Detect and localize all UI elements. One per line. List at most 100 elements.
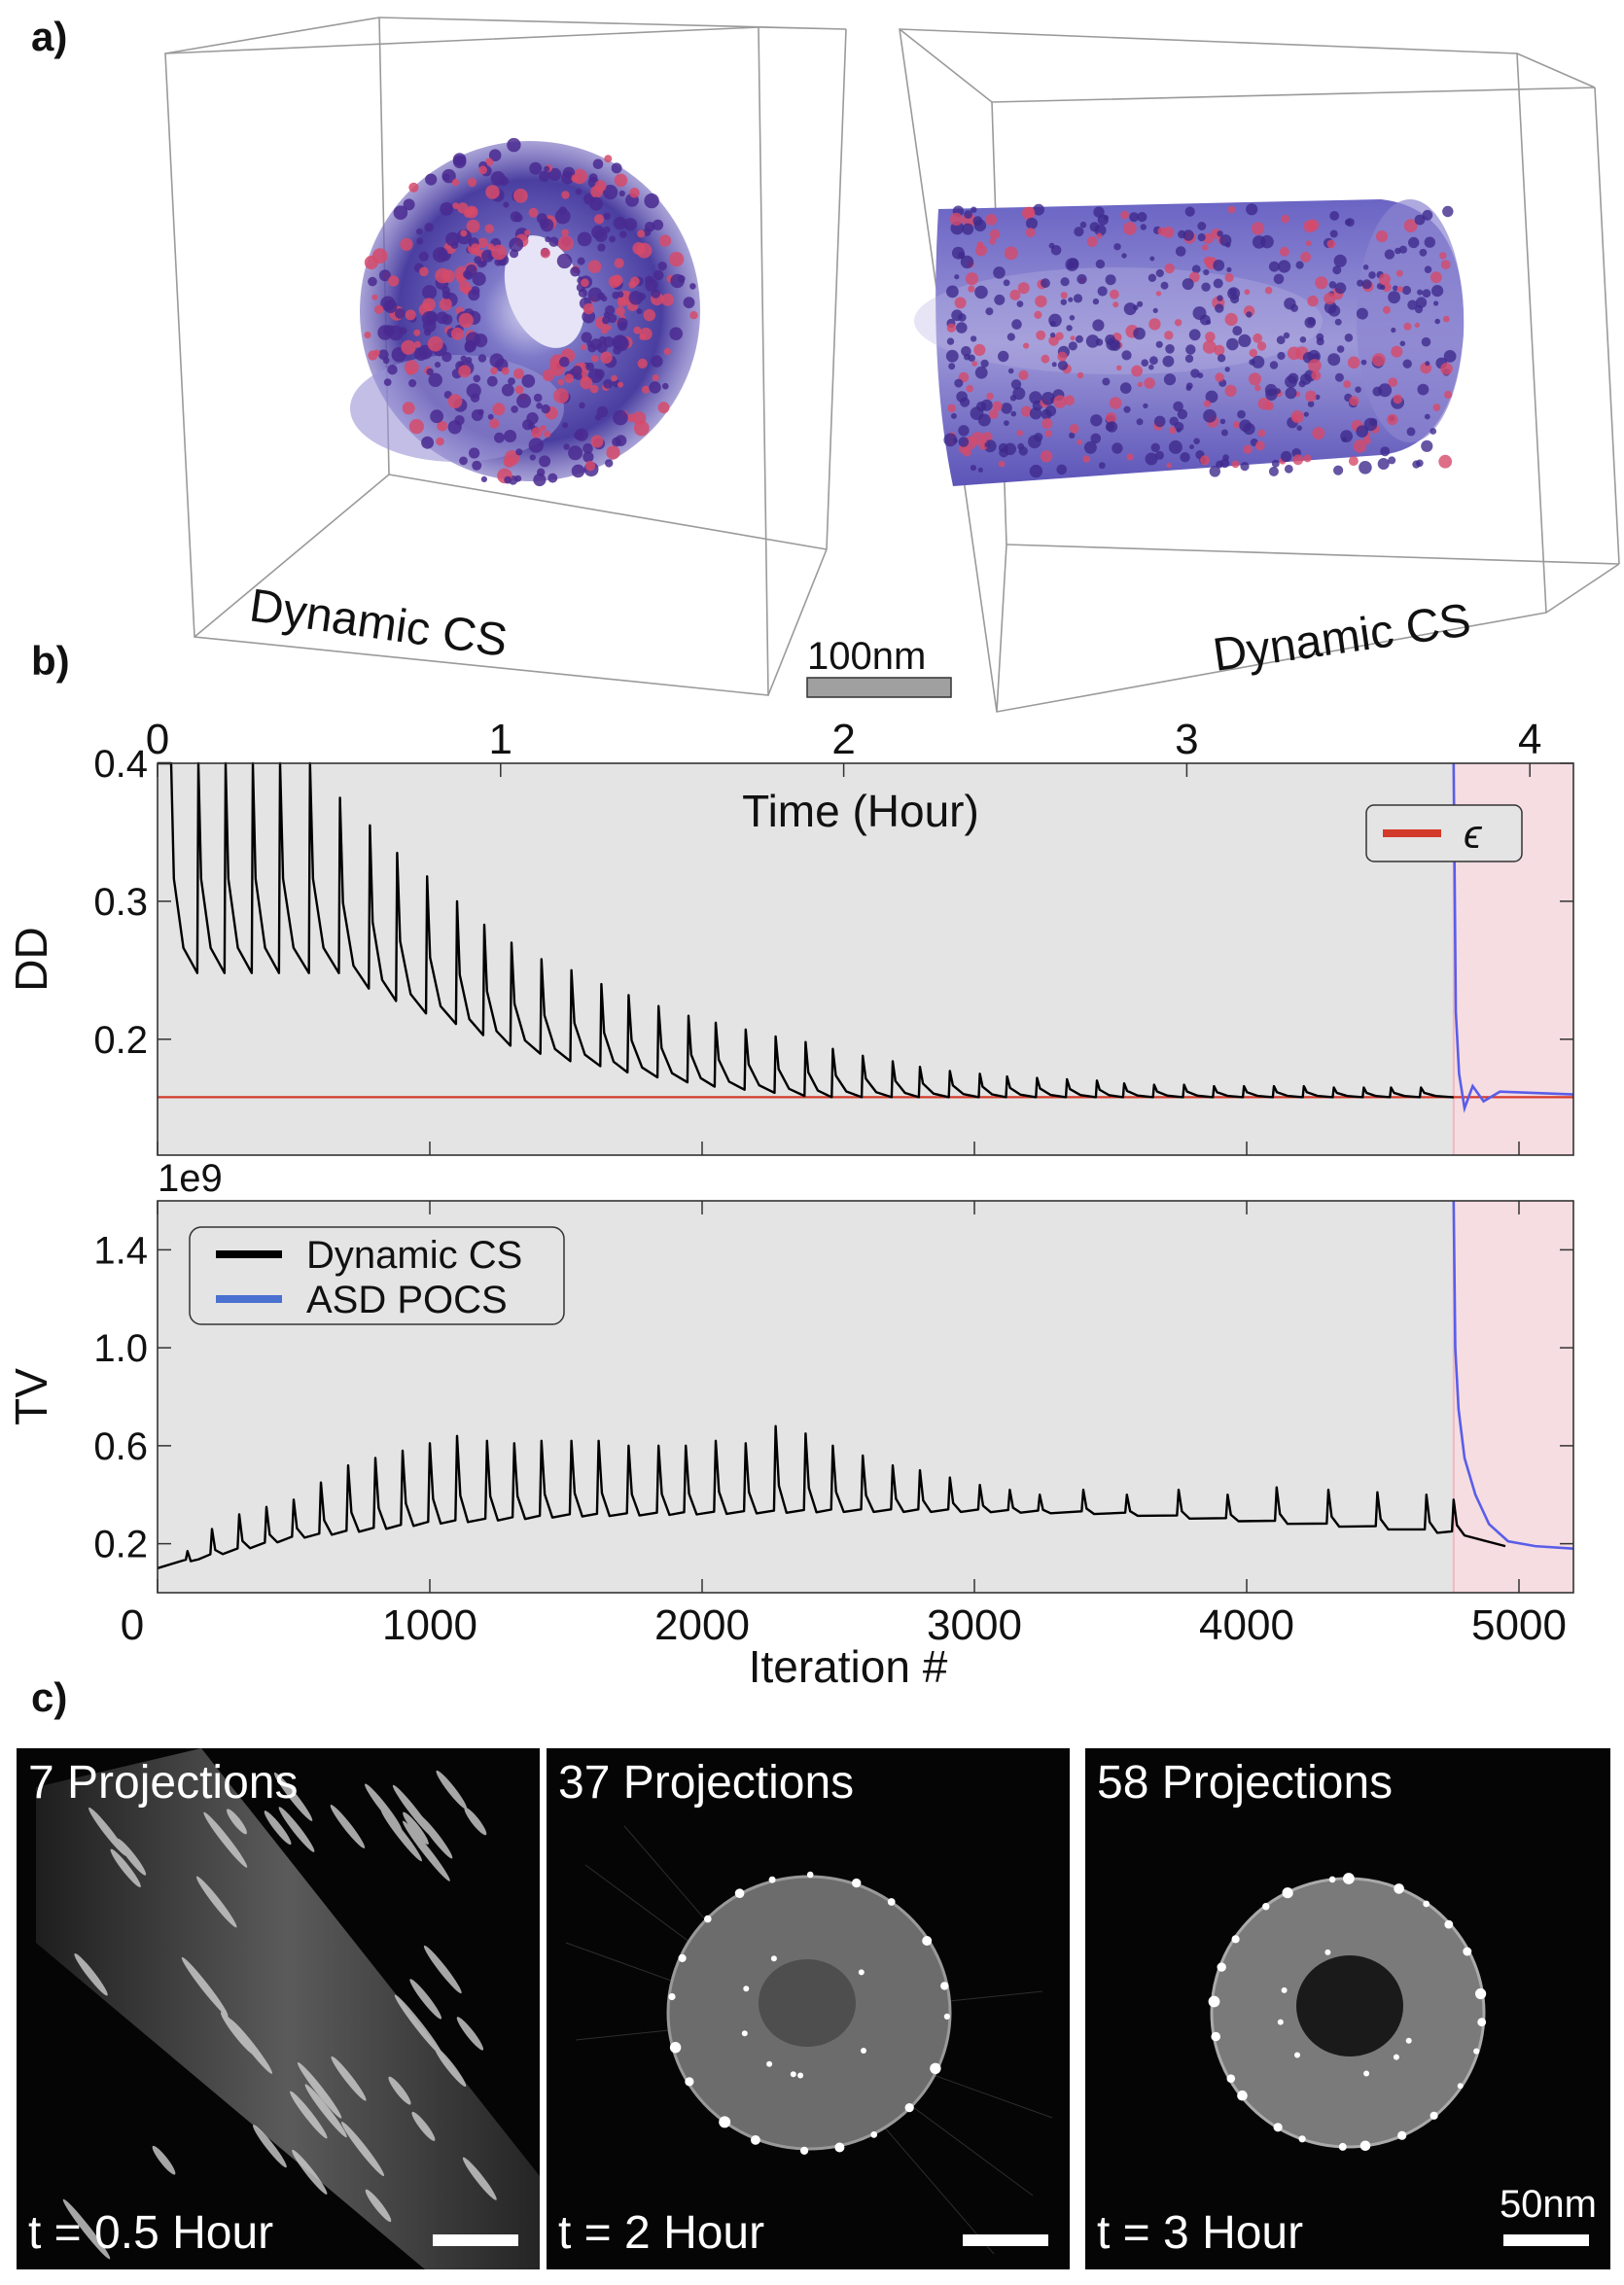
particle [1244,289,1251,296]
particle [553,388,569,404]
particle [594,413,602,421]
particle [432,247,448,263]
particle [460,355,467,362]
streak [292,2149,328,2195]
particle [581,344,587,351]
dd-asd-pocs-line [1452,762,1574,1113]
particle [964,210,972,219]
particle [1162,355,1175,368]
particle [402,402,415,415]
particle [1065,258,1079,271]
particle [1380,284,1386,291]
particle [992,401,1003,411]
particle [1311,370,1322,381]
streak [394,1994,443,2057]
bright-spot [797,2072,804,2079]
particle [1376,230,1389,243]
particle [494,432,505,443]
particle [1257,429,1266,438]
particle [1308,359,1322,372]
particle [1188,329,1201,341]
particle [974,285,988,299]
particle [1388,377,1398,387]
particle [1131,365,1143,377]
particle [1119,382,1132,394]
particle [950,412,957,419]
particle [1044,404,1057,417]
particle [993,266,1006,279]
particle [1214,344,1225,356]
particle [1276,335,1286,345]
particle [965,272,979,286]
particle [594,214,605,225]
particle [424,329,432,336]
particle [1077,371,1084,379]
bright-spot [1328,1876,1336,1883]
particle [544,165,550,172]
bright-spot [734,1888,745,1898]
particle [611,374,618,382]
tv-dynamic-cs-line [157,1424,1506,1569]
particle [643,308,655,322]
streak [117,1838,147,1876]
particle [426,368,434,376]
particle [609,235,616,243]
particle [1332,265,1342,275]
particle [1430,428,1437,435]
particle [540,425,547,432]
particle [1141,359,1148,368]
particle [387,365,398,375]
particle [1173,401,1183,412]
particle [1406,427,1416,437]
particle [985,307,994,316]
tv-shaded-region [1453,1201,1573,1593]
particle [1333,465,1344,475]
particle [436,311,449,325]
particle [1334,372,1344,382]
micrograph-37-projections: 37 Projections t = 2 Hour [547,1748,1070,2269]
panel-a-scalebar-label: 100nm [807,635,926,678]
particle [1268,261,1280,272]
particle [447,394,463,409]
particle [371,294,378,300]
particle [547,167,562,181]
particle [1249,348,1258,358]
particle [434,362,441,369]
particle [1419,248,1428,257]
particle [1315,276,1328,290]
right-cylinder-render [914,199,1465,486]
streak [409,1979,442,2020]
particle [689,311,698,320]
bright-spot [669,2042,682,2054]
particle [557,235,574,252]
bright-spot [1231,1935,1240,1944]
bright-spot [1338,2142,1347,2151]
micrograph-3-time: t = 3 Hour [1097,2207,1304,2259]
particle [583,442,593,454]
bright-spot [741,2030,748,2037]
bright-spot [887,1898,896,1906]
particle [1362,436,1371,445]
bright-spot [1324,1949,1331,1955]
particle [1089,222,1100,232]
particle [562,422,569,429]
particle [1109,397,1122,409]
particle [471,243,480,253]
particle [1396,286,1403,293]
particle [1256,341,1267,351]
particle [464,341,476,353]
particle [1057,360,1069,370]
particle [477,408,484,415]
particle [571,464,585,478]
particle [1197,222,1207,230]
particle [1415,297,1428,308]
particle [579,402,585,409]
particle [1414,214,1426,226]
particle [1224,312,1238,327]
particle [544,430,551,439]
particle [1360,359,1367,366]
particle [974,366,988,379]
particle [373,349,380,357]
particle [414,347,428,361]
particle [606,445,620,460]
